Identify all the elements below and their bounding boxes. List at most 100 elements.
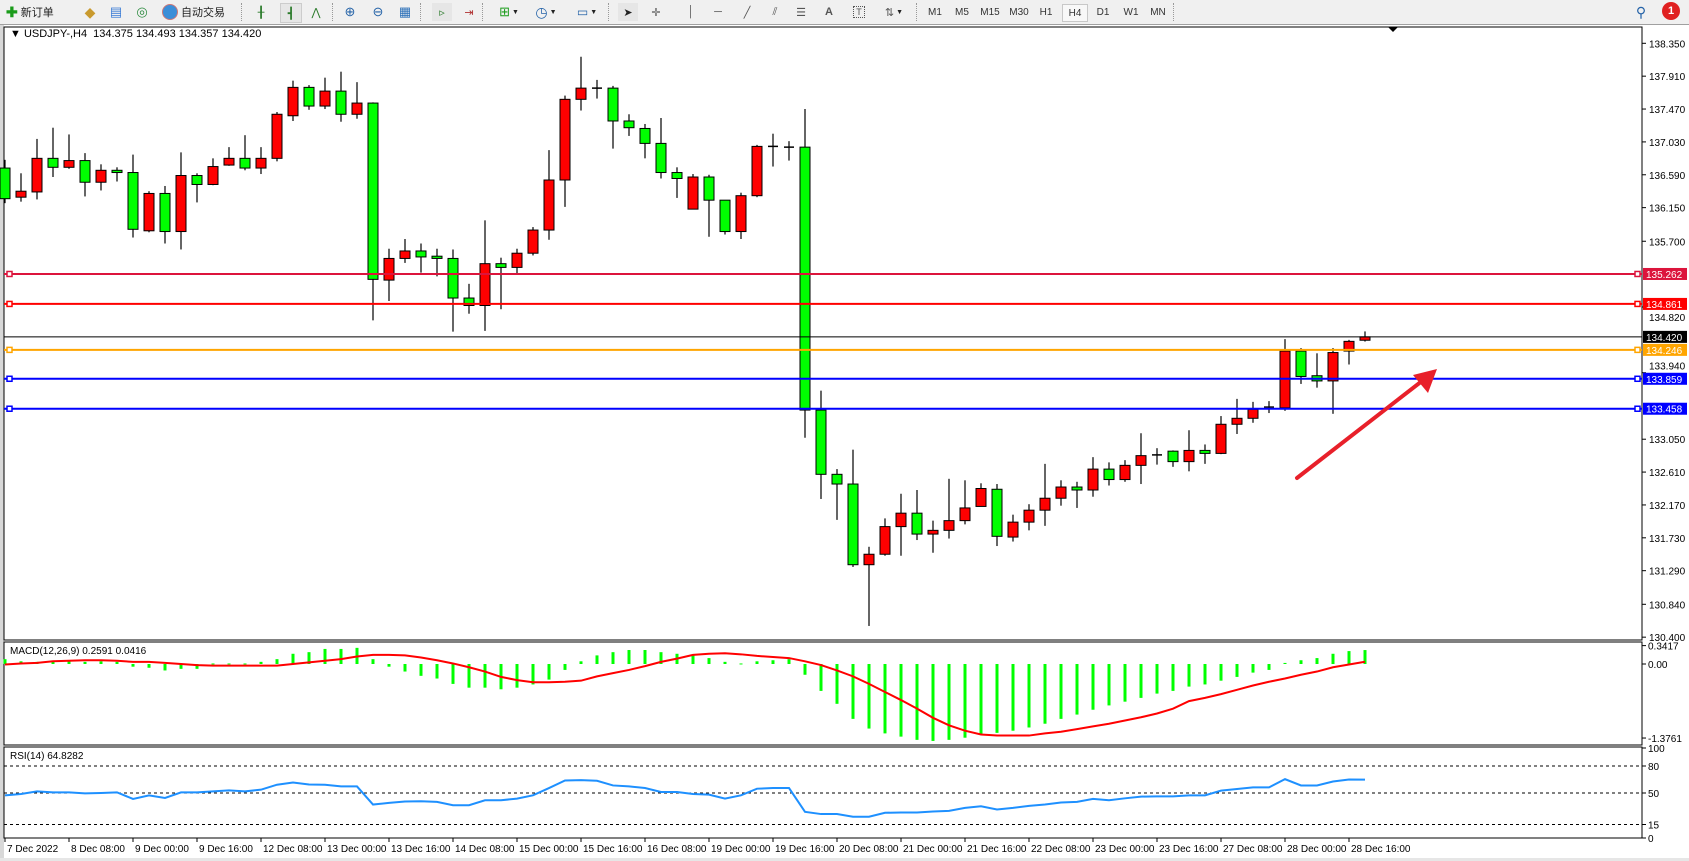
candle[interactable]: [1199, 444, 1211, 464]
candle[interactable]: [287, 80, 299, 121]
candle[interactable]: [31, 138, 43, 200]
candle[interactable]: [399, 239, 411, 263]
line-handle[interactable]: [1634, 270, 1641, 278]
timeframe-m5[interactable]: M5: [955, 6, 969, 18]
candle[interactable]: [447, 249, 459, 332]
vertical-line-button[interactable]: │: [681, 3, 701, 21]
candle[interactable]: [575, 56, 587, 111]
candle[interactable]: [1119, 460, 1131, 482]
candle[interactable]: [592, 79, 602, 99]
trend-arrow[interactable]: [1295, 369, 1437, 480]
candle[interactable]: [863, 546, 875, 626]
candle[interactable]: [847, 449, 859, 567]
tile-windows-button[interactable]: ▦: [395, 3, 415, 21]
candle[interactable]: [415, 243, 427, 273]
candle[interactable]: [975, 483, 987, 507]
candle[interactable]: [1071, 481, 1083, 508]
candle[interactable]: [319, 77, 331, 110]
candle[interactable]: [0, 159, 11, 204]
candle[interactable]: [719, 199, 731, 235]
text-tool-button[interactable]: A: [819, 3, 839, 21]
zoom-in-button[interactable]: ⊕: [340, 3, 360, 21]
candle[interactable]: [1135, 433, 1147, 485]
candle[interactable]: [127, 154, 139, 238]
periods-button[interactable]: ◷ ▼: [529, 3, 563, 21]
candle[interactable]: [831, 469, 843, 520]
candle[interactable]: [607, 85, 619, 149]
candle[interactable]: [687, 174, 699, 210]
crosshair-tool-button[interactable]: ✛: [646, 3, 666, 21]
chart-shift-button[interactable]: ⇥: [459, 3, 479, 21]
candle[interactable]: [239, 135, 251, 171]
candle[interactable]: [623, 114, 635, 136]
candle[interactable]: [943, 478, 955, 539]
arrows-button[interactable]: ⇅ ▼: [878, 3, 910, 21]
candle[interactable]: [95, 164, 107, 191]
equidistant-channel-button[interactable]: ⫽: [765, 3, 785, 21]
line-handle[interactable]: [1634, 405, 1641, 412]
candle[interactable]: [255, 147, 267, 175]
cursor-tool-button[interactable]: ➤: [618, 3, 638, 21]
auto-trading-button[interactable]: 自动交易: [162, 3, 225, 21]
candle[interactable]: [1023, 504, 1035, 531]
candle[interactable]: [671, 167, 683, 198]
candle[interactable]: [639, 123, 651, 159]
candle[interactable]: [159, 185, 171, 244]
horizontal-line-135.262[interactable]: 135.262: [4, 267, 1687, 281]
candle[interactable]: [1087, 457, 1099, 497]
candle[interactable]: [1167, 450, 1179, 467]
candle[interactable]: [735, 192, 747, 240]
candle[interactable]: [655, 118, 667, 179]
candle[interactable]: [79, 153, 91, 197]
line-handle[interactable]: [6, 405, 13, 412]
notification-badge[interactable]: 1: [1662, 2, 1680, 20]
line-handle[interactable]: [1634, 375, 1641, 383]
candle[interactable]: [768, 133, 778, 167]
horizontal-line-133.859[interactable]: 133.859: [4, 372, 1687, 386]
candle[interactable]: [1231, 398, 1243, 434]
candle[interactable]: [959, 480, 971, 525]
timeframe-mn[interactable]: MN: [1150, 6, 1166, 18]
candle[interactable]: [911, 490, 923, 541]
candle[interactable]: [271, 112, 283, 162]
line-handle[interactable]: [1634, 300, 1641, 308]
candle[interactable]: [879, 518, 891, 556]
candle[interactable]: [784, 141, 794, 161]
candle[interactable]: [1264, 401, 1274, 414]
candle[interactable]: [1103, 462, 1115, 486]
candle[interactable]: [335, 71, 347, 122]
candle[interactable]: [511, 248, 523, 274]
candle[interactable]: [367, 102, 379, 321]
candle[interactable]: [1039, 463, 1051, 526]
candle[interactable]: [223, 147, 235, 166]
horizontal-line-133.458[interactable]: 133.458: [4, 402, 1687, 416]
candle[interactable]: [143, 191, 155, 233]
candle[interactable]: [1343, 339, 1355, 365]
candle[interactable]: [1055, 480, 1067, 506]
candle[interactable]: [1152, 448, 1162, 465]
candle[interactable]: [991, 484, 1003, 547]
search-button[interactable]: ⚲: [1631, 3, 1651, 21]
auto-scroll-button[interactable]: ▹: [432, 3, 452, 21]
timeframe-d1[interactable]: D1: [1096, 6, 1110, 18]
timeframe-m15[interactable]: M15: [980, 6, 1000, 18]
signals-button[interactable]: ◎: [132, 3, 152, 21]
horizontal-line-134.861[interactable]: 134.861: [4, 297, 1687, 311]
text-label-button[interactable]: T: [849, 3, 869, 21]
candle[interactable]: [751, 144, 763, 198]
line-chart-button[interactable]: ⋀: [306, 3, 326, 21]
candle[interactable]: [1215, 416, 1227, 455]
timeframe-w1[interactable]: W1: [1123, 6, 1139, 18]
chart-window[interactable]: 138.350 137.910 137.470 137.030 136.590 136.1…: [0, 25, 1689, 861]
candle[interactable]: [207, 158, 219, 186]
candle[interactable]: [527, 227, 539, 256]
timeframe-m30[interactable]: M30: [1009, 6, 1029, 18]
candle[interactable]: [703, 174, 715, 237]
fibonacci-button[interactable]: ☰: [791, 3, 811, 21]
candle[interactable]: [303, 85, 315, 110]
candle[interactable]: [543, 150, 555, 240]
main-price-panel[interactable]: 138.350 137.910 137.470 137.030 136.590 136.1…: [0, 26, 1687, 644]
line-handle[interactable]: [1634, 346, 1641, 354]
rsi-panel[interactable]: 100 80 50 15 0: [3, 744, 1665, 845]
candle[interactable]: [479, 220, 491, 331]
